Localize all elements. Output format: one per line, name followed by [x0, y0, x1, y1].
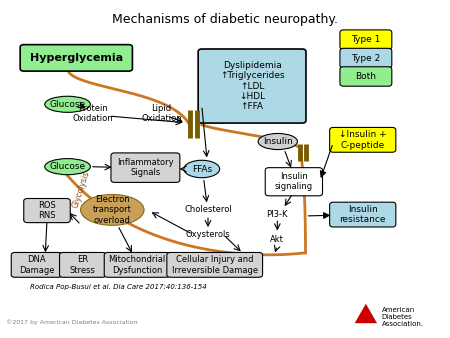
Ellipse shape: [258, 134, 297, 149]
Ellipse shape: [45, 96, 90, 112]
Text: Cellular Injury and
Irreversible Damage: Cellular Injury and Irreversible Damage: [171, 255, 258, 274]
Text: ROS
RNS: ROS RNS: [38, 201, 56, 220]
FancyBboxPatch shape: [104, 252, 170, 277]
Text: Dyslipidemia
↑Triglycerides
↑LDL
↓HDL
↑FFA: Dyslipidemia ↑Triglycerides ↑LDL ↓HDL ↑F…: [220, 61, 284, 111]
Ellipse shape: [184, 160, 220, 178]
FancyBboxPatch shape: [24, 198, 70, 223]
FancyBboxPatch shape: [198, 49, 306, 123]
Text: Hyperglycemia: Hyperglycemia: [30, 53, 123, 63]
Text: Insulin
signaling: Insulin signaling: [275, 172, 313, 191]
Text: Electron
transport
overload: Electron transport overload: [93, 195, 132, 225]
Text: Insulin: Insulin: [263, 137, 293, 146]
Ellipse shape: [45, 159, 90, 175]
Text: Lipid
Oxidation: Lipid Oxidation: [141, 104, 182, 123]
Text: ©2017 by American Diabetes Association: ©2017 by American Diabetes Association: [6, 320, 138, 325]
Text: Glycolysis: Glycolysis: [71, 169, 91, 209]
Text: Protein
Oxidation: Protein Oxidation: [73, 104, 113, 123]
Text: Insulin
resistance: Insulin resistance: [339, 205, 386, 224]
FancyBboxPatch shape: [330, 127, 396, 152]
FancyBboxPatch shape: [340, 30, 392, 49]
Text: Rodica Pop-Busui et al. Dia Care 2017;40:136-154: Rodica Pop-Busui et al. Dia Care 2017;40…: [30, 284, 206, 290]
Text: American
Diabetes
Association.: American Diabetes Association.: [382, 307, 423, 327]
Text: ER
Stress: ER Stress: [70, 255, 96, 274]
Text: FFAs: FFAs: [192, 165, 212, 173]
Ellipse shape: [81, 194, 144, 225]
Text: Cholesterol: Cholesterol: [184, 206, 232, 214]
FancyBboxPatch shape: [340, 48, 392, 68]
Text: Inflammatory
Signals: Inflammatory Signals: [117, 158, 174, 177]
Text: Mitochondrial
Dysfunction: Mitochondrial Dysfunction: [108, 255, 166, 274]
Text: ↓Insulin +
C-peptide: ↓Insulin + C-peptide: [339, 130, 387, 149]
Text: Glucose: Glucose: [50, 162, 86, 171]
Text: Akt: Akt: [270, 235, 284, 244]
Text: Oxysterols: Oxysterols: [186, 230, 230, 239]
Text: PI3-K: PI3-K: [266, 210, 288, 219]
Text: Glucose: Glucose: [50, 100, 86, 109]
FancyBboxPatch shape: [20, 45, 132, 71]
Text: Type 2: Type 2: [351, 53, 381, 63]
Text: Mechanisms of diabetic neuropathy.: Mechanisms of diabetic neuropathy.: [112, 13, 338, 26]
FancyBboxPatch shape: [265, 168, 323, 196]
FancyBboxPatch shape: [11, 252, 62, 277]
Text: DNA
Damage: DNA Damage: [19, 255, 54, 274]
Text: Both: Both: [356, 72, 376, 81]
Text: Type 1: Type 1: [351, 35, 381, 44]
FancyBboxPatch shape: [340, 67, 392, 86]
Polygon shape: [355, 304, 377, 323]
FancyBboxPatch shape: [59, 252, 106, 277]
FancyBboxPatch shape: [330, 202, 396, 227]
FancyBboxPatch shape: [111, 153, 180, 183]
FancyBboxPatch shape: [167, 252, 262, 277]
